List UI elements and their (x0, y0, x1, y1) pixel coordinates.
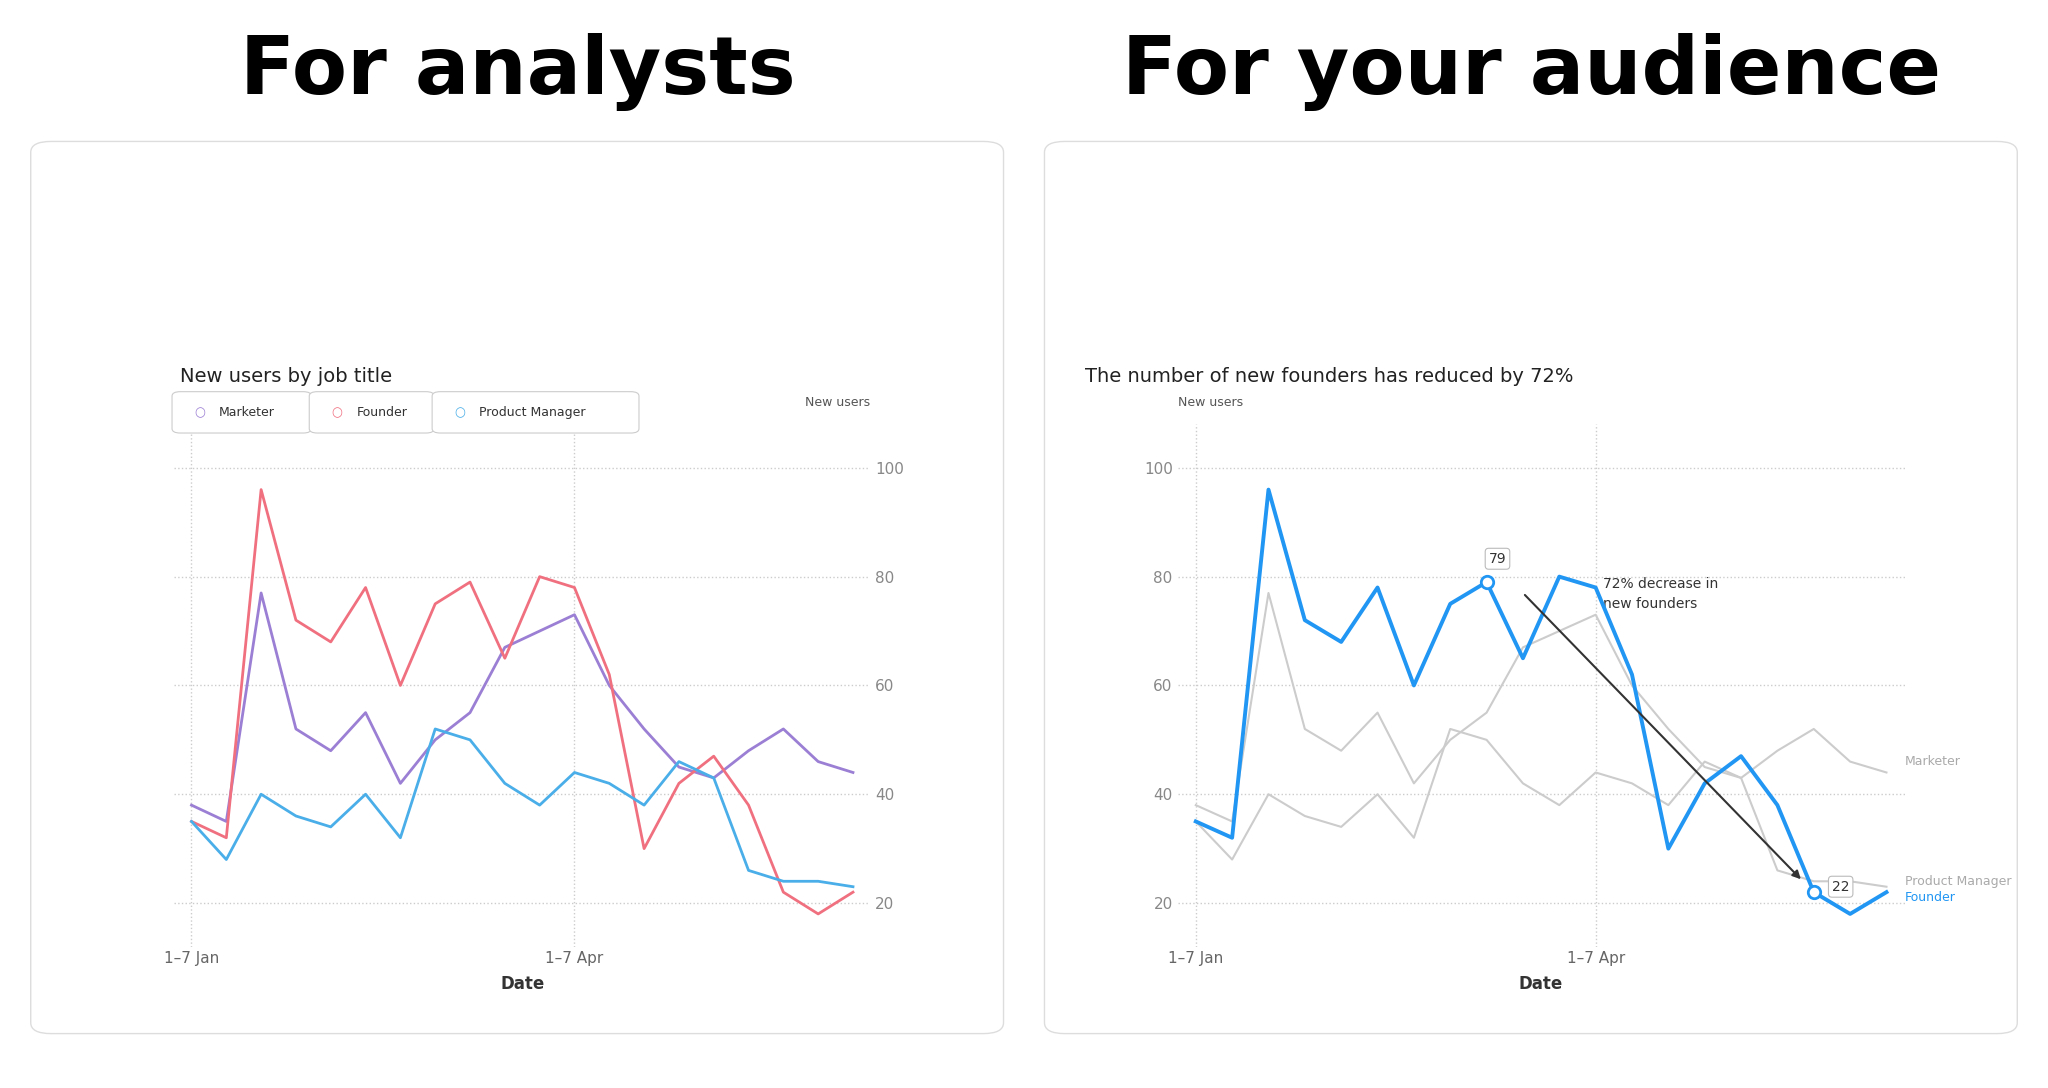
Text: The number of new founders has reduced by 72%: The number of new founders has reduced b… (1085, 368, 1575, 386)
Text: 72% decrease in
new founders: 72% decrease in new founders (1604, 577, 1718, 611)
Text: New users: New users (1178, 396, 1243, 409)
Text: Product Manager: Product Manager (479, 406, 586, 419)
Text: 22: 22 (1831, 880, 1849, 893)
Text: Founder: Founder (1905, 891, 1956, 904)
Point (1470, 573, 1503, 591)
Text: ○: ○ (332, 406, 342, 419)
Text: Marketer: Marketer (219, 406, 274, 419)
Text: New users by job title: New users by job title (180, 368, 393, 386)
Text: Product Manager: Product Manager (1905, 875, 2011, 888)
X-axis label: Date: Date (500, 975, 545, 992)
Text: ○: ○ (455, 406, 465, 419)
Point (1798, 883, 1831, 901)
Text: Marketer: Marketer (1905, 755, 1960, 768)
Text: New users: New users (805, 396, 870, 409)
Text: For analysts: For analysts (240, 33, 797, 111)
Text: For your audience: For your audience (1122, 33, 1942, 111)
Text: Founder: Founder (356, 406, 408, 419)
Text: ○: ○ (195, 406, 205, 419)
X-axis label: Date: Date (1520, 975, 1563, 992)
Text: 79: 79 (1489, 552, 1507, 566)
